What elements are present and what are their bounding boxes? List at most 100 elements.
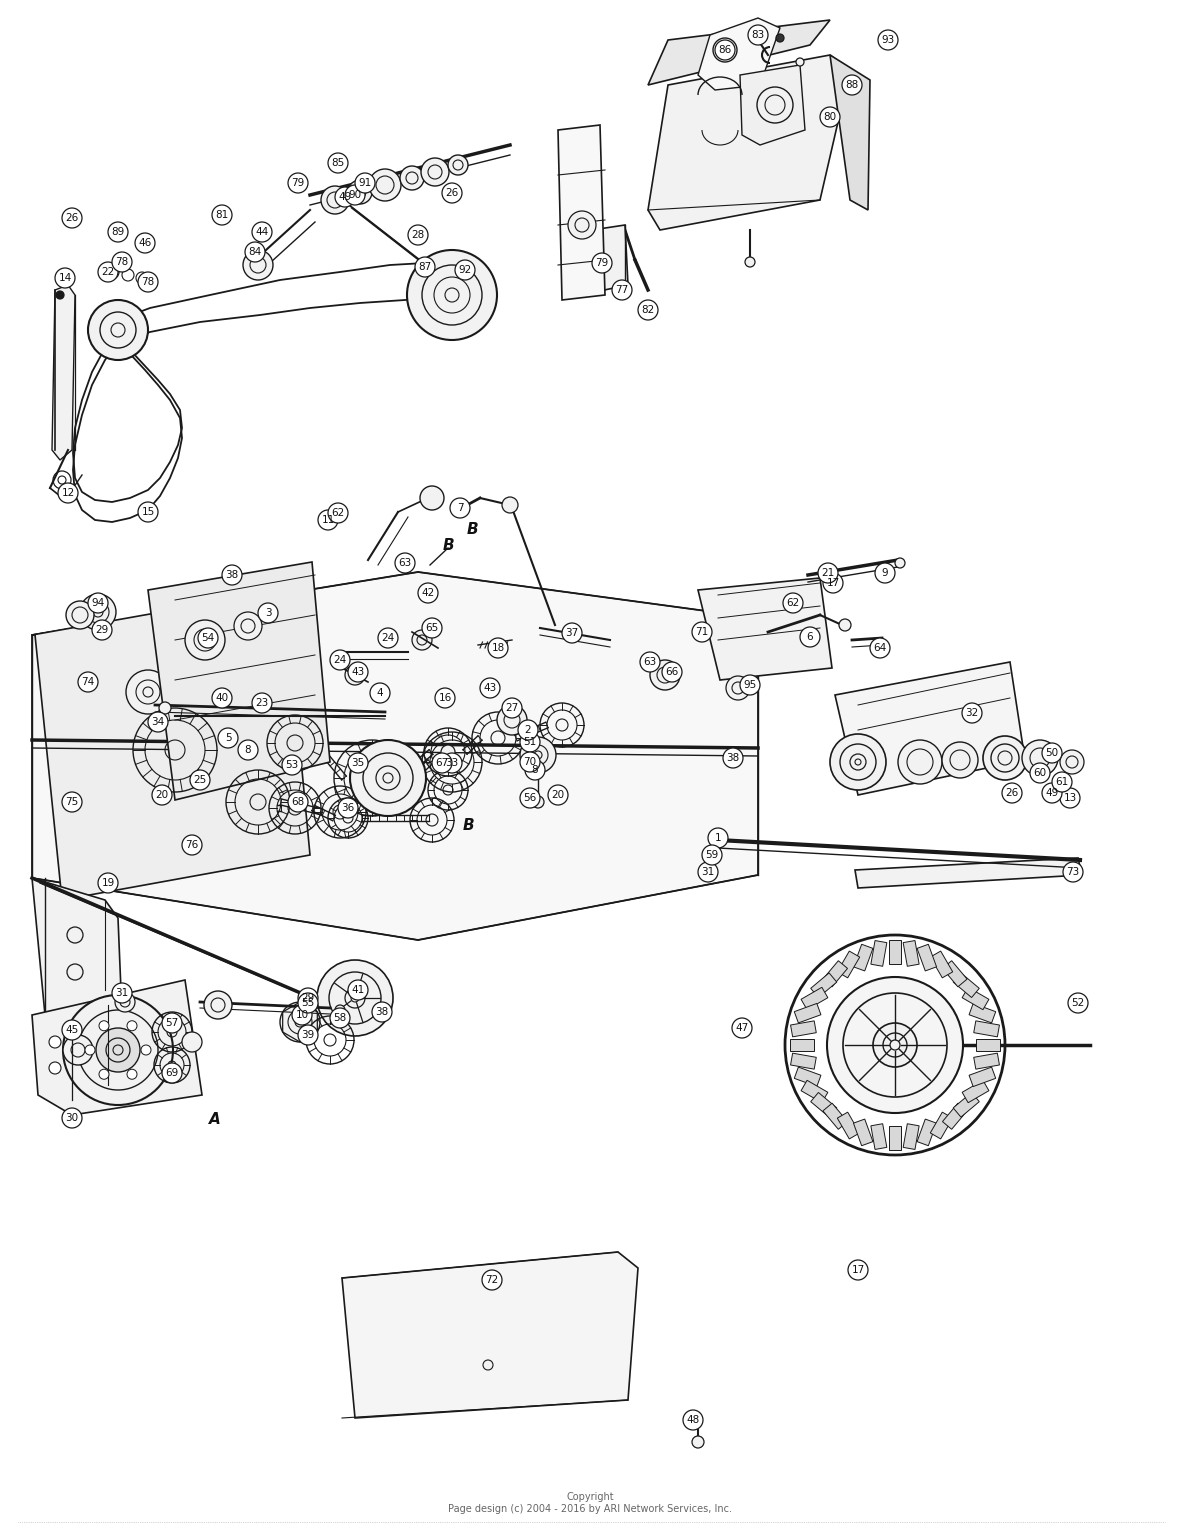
Text: 62: 62 [332,508,345,518]
Circle shape [708,828,728,847]
Text: 1: 1 [715,834,721,843]
Text: 63: 63 [643,657,656,667]
Polygon shape [943,1102,968,1130]
Text: 11: 11 [321,515,335,525]
Circle shape [455,260,476,279]
Text: 84: 84 [248,247,262,257]
Circle shape [548,785,568,805]
Circle shape [291,1005,312,1025]
Circle shape [371,683,391,702]
Text: 24: 24 [334,655,347,664]
Circle shape [435,689,455,709]
Text: 71: 71 [695,628,709,637]
Circle shape [562,623,582,643]
Text: 59: 59 [706,851,719,860]
Circle shape [99,1020,109,1031]
Circle shape [520,751,540,773]
Circle shape [63,208,81,228]
Text: 46: 46 [138,238,151,247]
Text: 31: 31 [701,867,715,876]
Circle shape [190,770,210,789]
Text: 80: 80 [824,111,837,122]
Text: 61: 61 [1055,777,1069,786]
Polygon shape [871,1124,887,1150]
Circle shape [699,863,717,883]
Text: 49: 49 [1045,788,1058,799]
Circle shape [243,250,273,279]
Circle shape [222,565,242,585]
Text: 75: 75 [65,797,79,806]
Text: 44: 44 [255,228,269,237]
Circle shape [1060,750,1084,774]
Polygon shape [853,1119,873,1145]
Circle shape [80,594,116,631]
Text: 78: 78 [142,276,155,287]
Circle shape [92,620,112,640]
Text: 92: 92 [458,266,472,275]
Circle shape [520,731,540,751]
Circle shape [662,663,682,683]
Text: 9: 9 [881,568,889,579]
Text: 40: 40 [216,693,229,702]
Circle shape [818,563,838,583]
Polygon shape [811,973,837,997]
Circle shape [335,186,355,208]
Text: 34: 34 [151,718,165,727]
Circle shape [345,664,365,686]
Text: 16: 16 [439,693,452,702]
Text: 12: 12 [61,489,74,498]
Circle shape [983,736,1027,780]
Circle shape [282,754,302,776]
Polygon shape [32,878,122,1015]
Circle shape [218,728,238,748]
Circle shape [258,603,278,623]
Circle shape [755,32,761,38]
Text: 3: 3 [264,608,271,618]
Circle shape [234,612,262,640]
Polygon shape [969,1003,996,1023]
Circle shape [63,996,173,1106]
Circle shape [67,927,83,944]
Text: 69: 69 [165,1067,178,1078]
Circle shape [412,631,432,651]
Circle shape [448,156,468,176]
Circle shape [253,693,273,713]
Polygon shape [962,988,989,1009]
Text: 74: 74 [81,676,94,687]
Circle shape [715,40,735,60]
Polygon shape [930,1112,952,1139]
Polygon shape [856,858,1082,889]
Text: 29: 29 [301,993,315,1003]
Circle shape [520,788,540,808]
Circle shape [1060,788,1080,808]
Circle shape [638,299,658,321]
Circle shape [758,87,793,124]
Circle shape [702,844,722,864]
Text: 6: 6 [807,632,813,641]
Circle shape [138,502,158,522]
Polygon shape [801,1080,828,1102]
Circle shape [210,652,245,689]
Text: 42: 42 [421,588,434,599]
Text: 67: 67 [435,757,448,768]
Circle shape [348,753,368,773]
Text: 81: 81 [216,211,229,220]
Circle shape [732,1019,752,1038]
Circle shape [830,734,886,789]
Text: 51: 51 [524,738,537,747]
Text: 91: 91 [359,179,372,188]
Polygon shape [903,1124,919,1150]
Circle shape [432,753,452,773]
Text: 25: 25 [194,776,206,785]
Polygon shape [953,973,979,997]
Circle shape [288,173,308,192]
Circle shape [245,241,266,263]
Circle shape [88,299,148,360]
Circle shape [135,234,155,253]
Circle shape [395,553,415,573]
Text: 5: 5 [224,733,231,744]
Polygon shape [32,573,758,941]
Circle shape [489,638,509,658]
Polygon shape [830,55,870,211]
Polygon shape [32,980,202,1115]
